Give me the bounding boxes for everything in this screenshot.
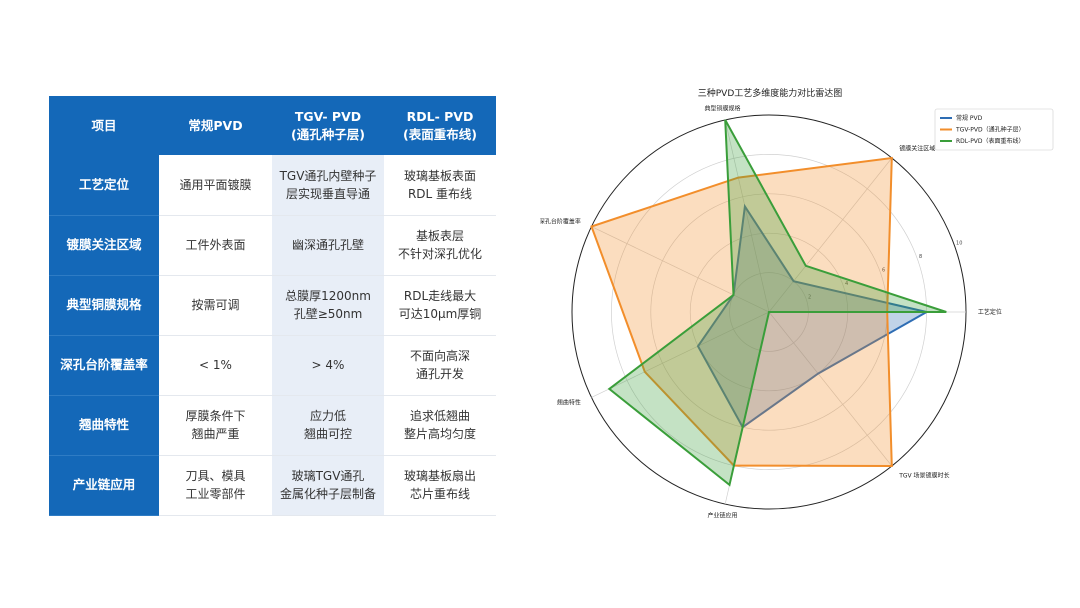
table-cell: 玻璃TGV通孔 金属化种子层制备 [272, 455, 384, 517]
table-cell: TGV通孔内壁种子 层实现垂直导通 [272, 155, 384, 216]
table-cell: RDL走线最大 可达10μm厚铜 [384, 275, 496, 336]
radar-chart: 三种PVD工艺多维度能力对比雷达图 2 4 6 8 10 工艺定位 镀膜关注区域 典型铜膜规… [540, 87, 1054, 520]
legend-label: TGV-PVD（通孔种子层） [955, 126, 1025, 134]
table-row: 深孔台阶覆盖率 < 1% > 4% 不面向高深 通孔开发 [49, 335, 496, 396]
table-row: 典型铜膜规格 按需可调 总膜厚1200nm 孔壁≥50nm RDL走线最大 可达… [49, 275, 496, 336]
radial-tick-label: 6 [882, 267, 885, 273]
axis-label: TGV 场景镀膜时长 [898, 471, 949, 479]
axis-spoke [768, 311, 893, 467]
axis-spoke [591, 311, 770, 398]
table-cell: 工件外表面 [159, 215, 272, 276]
header-rdl-pvd: RDL- PVD (表面重布线) [384, 96, 496, 155]
table-cell: 玻璃基板表面 RDL 重布线 [384, 155, 496, 216]
table-cell: 应力低 翘曲可控 [272, 395, 384, 456]
row-label: 工艺定位 [49, 155, 159, 216]
table-cell: 不面向高深 通孔开发 [384, 335, 496, 396]
row-label: 翘曲特性 [49, 395, 159, 456]
table-cell: 基板表层 不针对深孔优化 [384, 215, 496, 276]
chart-legend: 常规 PVD TGV-PVD（通孔种子层） RDL-PVD（表面重布线） [934, 108, 1054, 151]
radial-tick-label: 4 [845, 281, 848, 287]
table-row: 产业链应用 刀具、模具 工业零部件 玻璃TGV通孔 金属化种子层制备 玻璃基板扇… [49, 455, 496, 517]
table-cell: 追求低翘曲 整片高均匀度 [384, 395, 496, 456]
radial-tick-label: 10 [956, 240, 962, 246]
row-label: 典型铜膜规格 [49, 275, 159, 336]
radial-tick-label: 2 [808, 294, 811, 300]
axis-spoke [591, 226, 770, 313]
table-cell: > 4% [272, 335, 384, 396]
table-cell: 厚膜条件下 翘曲严重 [159, 395, 272, 456]
axis-spoke [768, 157, 893, 313]
axis-spoke [724, 119, 770, 313]
radar-series-layer [590, 119, 947, 487]
legend-box [934, 108, 1054, 151]
table-cell: 幽深通孔孔壁 [272, 215, 384, 276]
axis-label: 工艺定位 [978, 308, 1002, 316]
chart-title: 三种PVD工艺多维度能力对比雷达图 [698, 87, 843, 99]
axis-label: 镀膜关注区域 [899, 145, 935, 153]
table-header-row: 项目 常规PVD TGV- PVD (通孔种子层) RDL- PVD (表面重布… [49, 96, 496, 155]
table-row: 翘曲特性 厚膜条件下 翘曲严重 应力低 翘曲可控 追求低翘曲 整片高均匀度 [49, 395, 496, 456]
legend-label: RDL-PVD（表面重布线） [956, 137, 1025, 145]
axis-label: 产业链应用 [708, 512, 738, 520]
table-cell: 总膜厚1200nm 孔壁≥50nm [272, 275, 384, 336]
table-cell: 刀具、模具 工业零部件 [159, 455, 272, 517]
series-polygon [607, 119, 947, 487]
header-tgv-pvd: TGV- PVD (通孔种子层) [272, 96, 384, 155]
series-polygon [590, 156, 893, 468]
comparison-table: 项目 常规PVD TGV- PVD (通孔种子层) RDL- PVD (表面重布… [49, 96, 496, 517]
legend-label: 常规 PVD [956, 114, 983, 122]
table-cell: < 1% [159, 335, 272, 396]
table-row: 镀膜关注区域 工件外表面 幽深通孔孔壁 基板表层 不针对深孔优化 [49, 215, 496, 276]
axis-label: 深孔台阶覆盖率 [540, 217, 581, 225]
row-label: 镀膜关注区域 [49, 215, 159, 276]
header-item: 项目 [49, 96, 159, 155]
radial-tick-label: 8 [919, 254, 922, 260]
header-conventional-pvd: 常规PVD [159, 96, 272, 155]
table-row: 工艺定位 通用平面镀膜 TGV通孔内壁种子 层实现垂直导通 玻璃基板表面 RDL… [49, 155, 496, 216]
table-cell: 按需可调 [159, 275, 272, 336]
axis-label: 翘曲特性 [557, 399, 581, 407]
row-label: 深孔台阶覆盖率 [49, 335, 159, 396]
table-cell: 通用平面镀膜 [159, 155, 272, 216]
axis-label: 典型铜膜规格 [705, 104, 741, 112]
row-label: 产业链应用 [49, 455, 159, 517]
table-cell: 玻璃基板扇出 芯片重布线 [384, 455, 496, 517]
